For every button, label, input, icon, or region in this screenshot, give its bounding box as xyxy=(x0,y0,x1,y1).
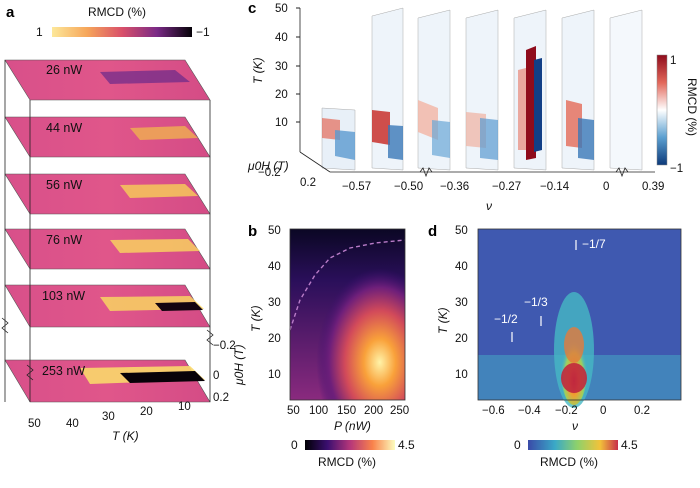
panel-c-y-tick: 40 xyxy=(275,32,288,44)
panel-a-colorbar-max: −1 xyxy=(196,25,210,39)
panel-a-layer: 26 nW xyxy=(4,59,211,101)
panel-c-y-tick: 20 xyxy=(275,89,288,101)
panel-b-colorbar-title: RMCD (%) xyxy=(318,455,376,469)
panel-c-x-tick: −0.14 xyxy=(540,181,570,193)
panel-c-slice xyxy=(609,9,643,171)
panel-c-y-label: T (K) xyxy=(251,57,265,84)
panel-b-x-tick: 200 xyxy=(364,405,383,417)
panel-a: a RMCD (%) 1 −1 26 nW 44 nW 56 nW 76 nW xyxy=(1,4,246,443)
panel-a-layer: 56 nW xyxy=(4,173,211,215)
panel-b: b 50 40 30 20 10 T (K) 50 100 150 200 25… xyxy=(248,223,415,469)
panel-b-y-tick: 20 xyxy=(268,333,281,345)
panel-c-depth-label: μ0H (T) xyxy=(247,159,289,173)
panel-c: c 50 40 30 20 10 T (K) xyxy=(247,0,699,213)
annotation-label: −1/2 xyxy=(494,312,518,326)
panel-d-colorbar-title: RMCD (%) xyxy=(540,455,598,469)
panel-c-colorbar-max: 1 xyxy=(670,55,676,67)
panel-b-x-label: P (nW) xyxy=(334,419,371,433)
panel-a-y-tick: −0.2 xyxy=(213,340,236,352)
panel-c-colorbar-min: −1 xyxy=(670,163,683,175)
panel-b-letter: b xyxy=(248,223,257,240)
panel-c-y-tick: 30 xyxy=(275,61,288,73)
panel-a-layer: 76 nW xyxy=(4,228,211,270)
panel-b-x-tick: 150 xyxy=(337,405,356,417)
annotation-label: −1/3 xyxy=(524,295,548,309)
panel-c-x-label: ν xyxy=(486,199,492,213)
panel-a-x-tick: 50 xyxy=(28,418,41,430)
panel-b-y-label: T (K) xyxy=(249,305,263,332)
panel-c-slice xyxy=(465,9,499,171)
panel-b-y-tick: 30 xyxy=(268,297,281,309)
panel-c-slice xyxy=(321,107,356,171)
panel-c-x-tick: −0.57 xyxy=(342,181,371,193)
panel-d-y-tick: 20 xyxy=(455,333,468,345)
panel-a-colorbar-title: RMCD (%) xyxy=(88,5,146,19)
panel-d-y-tick: 30 xyxy=(455,297,468,309)
panel-a-y-tick: 0 xyxy=(213,370,219,382)
panel-a-layer: 103 nW xyxy=(4,284,211,328)
panel-a-letter: a xyxy=(6,4,15,21)
panel-d-x-label: ν xyxy=(572,419,578,433)
panel-b-x-tick: 250 xyxy=(390,405,409,417)
panel-d-colorbar-max: 4.5 xyxy=(621,438,638,452)
panel-c-x-tick: −0.50 xyxy=(394,181,423,193)
panel-c-letter: c xyxy=(248,0,256,17)
panel-a-layer: 253 nW xyxy=(4,359,211,403)
panel-d-colorbar xyxy=(528,440,618,450)
panel-c-colorbar xyxy=(656,54,668,166)
panel-d-colorbar-min: 0 xyxy=(514,438,521,452)
panel-a-x-label: T (K) xyxy=(112,429,139,443)
panel-a-colorbar xyxy=(52,27,192,37)
panel-c-x-tick: −0.27 xyxy=(492,181,521,193)
panel-d-x-tick: 0 xyxy=(600,405,606,417)
panel-d-x-tick: 0.2 xyxy=(634,405,650,417)
panel-c-colorbar-title: RMCD (%) xyxy=(685,78,699,136)
panel-b-x-tick: 100 xyxy=(309,405,328,417)
layer-label: 56 nW xyxy=(46,178,82,192)
panel-a-x-tick: 10 xyxy=(178,401,191,413)
panel-c-slice xyxy=(417,9,451,171)
panel-a-colorbar-min: 1 xyxy=(36,25,43,39)
layer-label: 103 nW xyxy=(42,289,85,303)
panel-b-colorbar-min: 0 xyxy=(291,438,298,452)
panel-c-x-tick: −0.36 xyxy=(440,181,469,193)
panel-b-transition-curve xyxy=(289,239,406,331)
annotation-label: −1/7 xyxy=(582,237,606,251)
panel-b-y-tick: 10 xyxy=(268,369,281,381)
panel-d-y-tick: 40 xyxy=(455,261,468,273)
layer-label: 26 nW xyxy=(46,63,82,77)
panel-a-x-tick: 30 xyxy=(102,411,115,423)
panel-b-x-tick: 50 xyxy=(287,405,300,417)
panel-a-x-tick: 20 xyxy=(140,406,153,418)
layer-label: 76 nW xyxy=(46,233,82,247)
panel-c-slice xyxy=(371,7,404,171)
panel-b-y-tick: 40 xyxy=(268,261,281,273)
panel-b-colorbar-max: 4.5 xyxy=(398,438,415,452)
panel-d-x-tick: −0.2 xyxy=(555,405,578,417)
panel-d: d −1/7 −1/3 −1/2 50 40 30 20 10 T (K) −0… xyxy=(428,223,682,469)
panel-d-x-tick: −0.4 xyxy=(518,405,541,417)
panel-c-y-tick: 50 xyxy=(275,3,288,15)
panel-d-x-tick: −0.6 xyxy=(482,405,505,417)
panel-d-y-tick: 50 xyxy=(455,225,468,237)
panel-c-slice xyxy=(561,9,595,171)
panel-d-y-label: T (K) xyxy=(436,307,450,334)
panel-c-x-tick: 0 xyxy=(603,181,609,193)
panel-d-y-tick: 10 xyxy=(455,369,468,381)
panel-a-y-tick: 0.2 xyxy=(213,392,229,404)
panel-c-x-tick: 0.39 xyxy=(642,181,664,193)
panel-b-colorbar xyxy=(305,440,395,450)
panel-a-x-tick: 40 xyxy=(66,418,79,430)
panel-d-letter: d xyxy=(428,223,437,240)
panel-a-y-label: μ0H (T) xyxy=(232,344,246,386)
panel-c-y-tick: 10 xyxy=(275,117,288,129)
panel-a-layer: 44 nW xyxy=(4,116,211,158)
panel-c-depth-tick: 0.2 xyxy=(300,177,316,189)
panel-c-slice xyxy=(513,9,547,171)
layer-label: 44 nW xyxy=(46,121,82,135)
panel-c-depth-tick: −0.2 xyxy=(258,167,281,179)
panel-b-y-tick: 50 xyxy=(268,225,281,237)
layer-label: 253 nW xyxy=(42,364,85,378)
